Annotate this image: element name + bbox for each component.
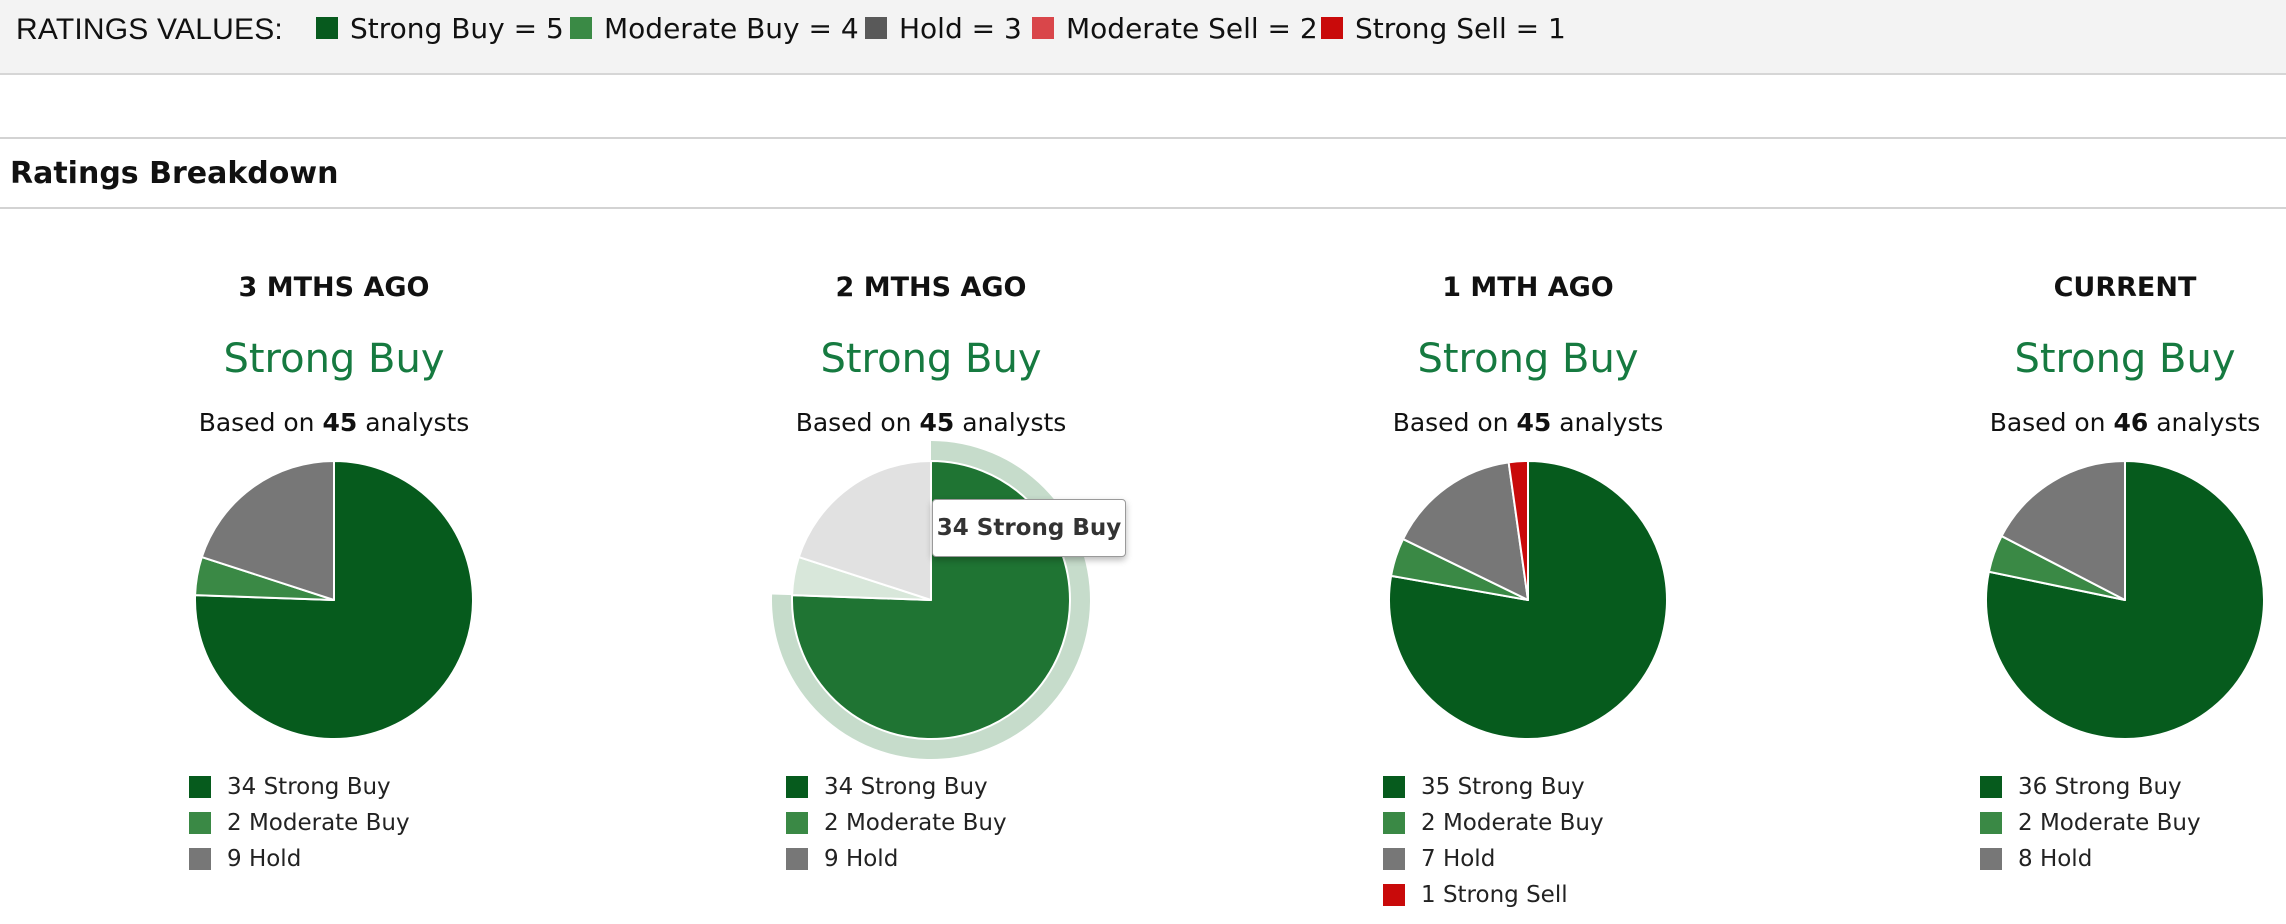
legend-swatch — [1383, 776, 1405, 798]
legend-swatch — [786, 776, 808, 798]
legend-label: Strong Sell = 1 — [1355, 12, 1566, 45]
based-on-prefix: Based on — [1989, 408, 2106, 437]
legend-swatch — [1980, 848, 2002, 870]
pie-chart[interactable] — [174, 440, 494, 760]
analysts-suffix: analysts — [962, 408, 1067, 437]
legend-swatch — [570, 17, 592, 39]
legend-swatch — [1032, 17, 1054, 39]
legend-label: 34 Strong Buy — [824, 774, 988, 800]
analysts-suffix: analysts — [365, 408, 470, 437]
period-title: 3 MTHS AGO — [238, 272, 430, 303]
period-title: CURRENT — [2053, 272, 2197, 303]
legend-swatch — [189, 776, 211, 798]
legend-swatch — [1321, 17, 1343, 39]
legend-label: 8 Hold — [2018, 846, 2093, 872]
legend-label: 2 Moderate Buy — [2018, 810, 2201, 836]
analysts-suffix: analysts — [1559, 408, 1664, 437]
period-title: 2 MTHS AGO — [835, 272, 1027, 303]
pie-slice-hold[interactable] — [797, 460, 932, 601]
chart-tooltip: 34 Strong Buy — [932, 499, 1126, 557]
legend-label: Moderate Buy = 4 — [604, 12, 859, 45]
divider — [0, 137, 2286, 139]
pie-chart[interactable] — [771, 440, 1091, 760]
legend-label: 9 Hold — [227, 846, 302, 872]
legend-swatch — [1383, 848, 1405, 870]
pie-slice-strong-buy[interactable] — [1985, 460, 2265, 740]
pie-slice-hold[interactable] — [200, 460, 335, 601]
legend-label: 2 Moderate Buy — [1421, 810, 1604, 836]
legend-swatch — [786, 848, 808, 870]
legend-label: Moderate Sell = 2 — [1066, 12, 1318, 45]
pie-slice-hold[interactable] — [2000, 460, 2126, 601]
legend-swatch — [865, 17, 887, 39]
rating-column-current: CURRENT Strong Buy Based on 46 analysts 36 … — [1915, 264, 2286, 924]
legend-label: 2 Moderate Buy — [227, 810, 410, 836]
legend-label: 36 Strong Buy — [2018, 774, 2182, 800]
legend-swatch — [189, 848, 211, 870]
section-title: Ratings Breakdown — [10, 156, 339, 191]
legend-swatch — [189, 812, 211, 834]
analyst-count-text: Based on 45 analysts — [1318, 406, 1738, 440]
legend-label: 34 Strong Buy — [227, 774, 391, 800]
legend-label: 35 Strong Buy — [1421, 774, 1585, 800]
analyst-count-text: Based on 45 analysts — [721, 406, 1141, 440]
legend-swatch — [1980, 776, 2002, 798]
rating-column-2-mths-ago: 2 MTHS AGO Strong Buy Based on 45 analysts… — [721, 264, 1141, 924]
legend-label: Hold = 3 — [899, 12, 1022, 45]
period-title: 1 MTH AGO — [1442, 272, 1614, 303]
analyst-count-text: Based on 46 analysts — [1915, 406, 2286, 440]
ratings-values-bar: RATINGS VALUES: Strong Buy = 5 Moderate B… — [0, 0, 2286, 75]
legend-label: 1 Strong Sell — [1421, 882, 1568, 908]
legend-swatch — [1383, 812, 1405, 834]
divider — [0, 207, 2286, 209]
analyst-count: 45 — [919, 408, 955, 437]
based-on-prefix: Based on — [198, 408, 315, 437]
based-on-prefix: Based on — [1392, 408, 1509, 437]
analysts-suffix: analysts — [2156, 408, 2261, 437]
ratings-values-title: RATINGS VALUES: — [16, 13, 283, 46]
consensus-rating: Strong Buy — [223, 336, 445, 382]
legend-swatch — [1383, 884, 1405, 906]
pie-slice-strong-sell[interactable] — [1507, 459, 1529, 601]
analyst-count: 45 — [1516, 408, 1552, 437]
pie-chart[interactable] — [1965, 440, 2285, 760]
consensus-rating: Strong Buy — [2014, 336, 2236, 382]
legend-swatch — [316, 17, 338, 39]
legend-label: 9 Hold — [824, 846, 899, 872]
legend-label: 2 Moderate Buy — [824, 810, 1007, 836]
pie-slice-hold[interactable] — [1402, 461, 1529, 601]
legend-label: Strong Buy = 5 — [350, 12, 564, 45]
analyst-count-text: Based on 45 analysts — [124, 406, 544, 440]
based-on-prefix: Based on — [795, 408, 912, 437]
analyst-count: 46 — [2113, 408, 2149, 437]
legend-label: 7 Hold — [1421, 846, 1496, 872]
rating-column-3-mths-ago: 3 MTHS AGO Strong Buy Based on 45 analysts… — [124, 264, 544, 924]
legend-swatch — [1980, 812, 2002, 834]
pie-chart[interactable] — [1368, 440, 1688, 760]
consensus-rating: Strong Buy — [1417, 336, 1639, 382]
analyst-count: 45 — [322, 408, 358, 437]
legend-swatch — [786, 812, 808, 834]
consensus-rating: Strong Buy — [820, 336, 1042, 382]
rating-column-1-mth-ago: 1 MTH AGO Strong Buy Based on 45 analysts 3… — [1318, 264, 1738, 924]
